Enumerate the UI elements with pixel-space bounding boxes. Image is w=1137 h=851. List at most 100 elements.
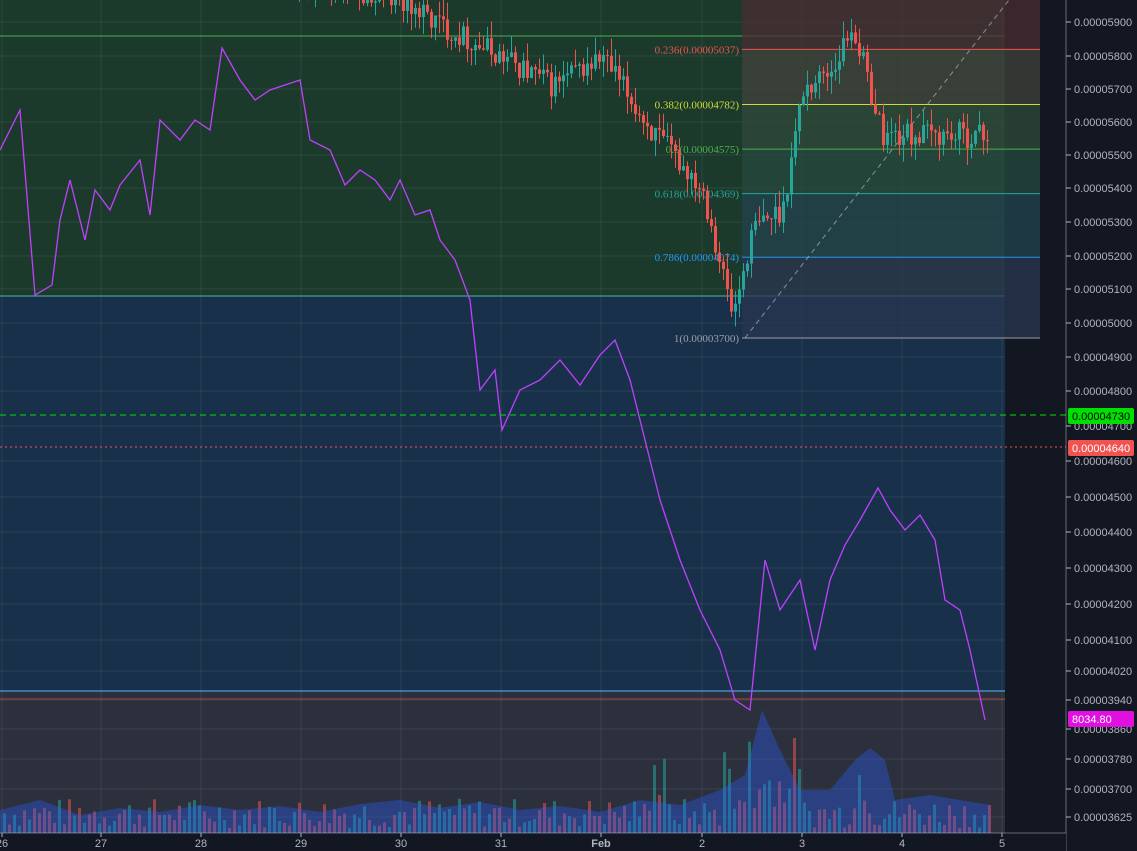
candle-body [910,123,913,145]
volume-bar [733,808,736,833]
volume-bar [368,819,371,833]
price-axis-background [1066,0,1137,851]
price-tick-label: 0.00005300 [1074,217,1132,229]
volume-bar [928,815,931,833]
volume-bar [13,814,16,833]
volume-bar [428,801,431,833]
volume-bar [898,817,901,833]
volume-bar [463,808,466,833]
price-tick-label: 0.00005100 [1074,284,1132,296]
candle-body [746,263,749,272]
time-tick-label: 3 [799,838,805,850]
candle-body [526,60,529,78]
volume-bar [348,827,351,833]
volume-bar [318,821,321,833]
candle-body [898,130,901,145]
price-tick-label: 0.00004100 [1074,635,1132,647]
candle-body [390,0,393,6]
volume-bar [18,825,21,833]
volume-bar [93,811,96,833]
volume-bar [653,765,656,833]
time-tick-label: 2 [699,838,705,850]
volume-bar [143,826,146,833]
volume-bar [613,811,616,833]
volume-bar [373,825,376,833]
volume-bar [523,822,526,833]
volume-bar [823,809,826,833]
candle-body [578,64,581,66]
candle-body [974,131,977,144]
price-tick-label: 0.00004800 [1074,386,1132,398]
volume-bar [963,806,966,833]
volume-bar [398,811,401,833]
volume-bar [758,789,761,833]
volume-bar [253,824,256,833]
volume-bar [693,811,696,833]
candle-body [978,124,981,132]
volume-bar [623,806,626,833]
candle-body [854,32,857,44]
volume-bar [388,827,391,833]
candle-body [602,55,605,62]
candle-body [558,76,561,82]
volume-bar [728,768,731,833]
volume-bar [918,814,921,833]
volume-bar [223,819,226,833]
volume-bar [878,824,881,833]
volume-bar [598,816,601,833]
candle-body [842,38,845,62]
volume-bar [673,819,676,833]
candle-body [942,131,945,145]
volume-bar [418,800,421,833]
volume-bar [468,805,471,833]
candle-body [658,127,661,130]
volume-bar [713,809,716,833]
volume-bar [423,814,426,833]
candle-body [494,54,497,63]
candle-body [522,60,525,78]
candle-body [706,190,709,220]
volume-bar [78,807,81,833]
candle-body [802,96,805,105]
volume-bar [643,803,646,833]
volume-bar [293,811,296,833]
volume-bar [268,806,271,833]
volume-bar [508,818,511,833]
volume-bar [258,801,261,833]
volume-bar [403,812,406,833]
volume-bar [313,826,316,833]
candle-body [962,122,965,129]
volume-bar [903,814,906,833]
time-tick-label: 31 [495,838,507,850]
candle-body [590,63,593,69]
volume-bar [233,810,236,833]
volume-bar [738,800,741,833]
candle-body [634,104,637,114]
candle-body [378,0,381,2]
volume-bar [138,814,141,833]
volume-bar [298,802,301,833]
candle-body [490,38,493,55]
volume-bar [983,815,986,833]
volume-bar [988,805,991,833]
volume-bar [838,807,841,833]
volume-bar [763,784,766,833]
candle-body [778,206,781,223]
volume-bar [893,801,896,833]
volume-bars [0,710,991,833]
candle-body [798,104,801,132]
candle-body [374,1,377,3]
candle-body [622,76,625,80]
volume-bar [498,807,501,833]
candle-body [814,83,817,93]
volume-bar [83,822,86,833]
volume-bar [353,814,356,833]
candle-body [394,0,397,6]
volume-bar [543,803,546,833]
candle-body [678,150,681,171]
candle-body [918,137,921,144]
candle-body [754,220,757,231]
volume-bar [238,825,241,833]
